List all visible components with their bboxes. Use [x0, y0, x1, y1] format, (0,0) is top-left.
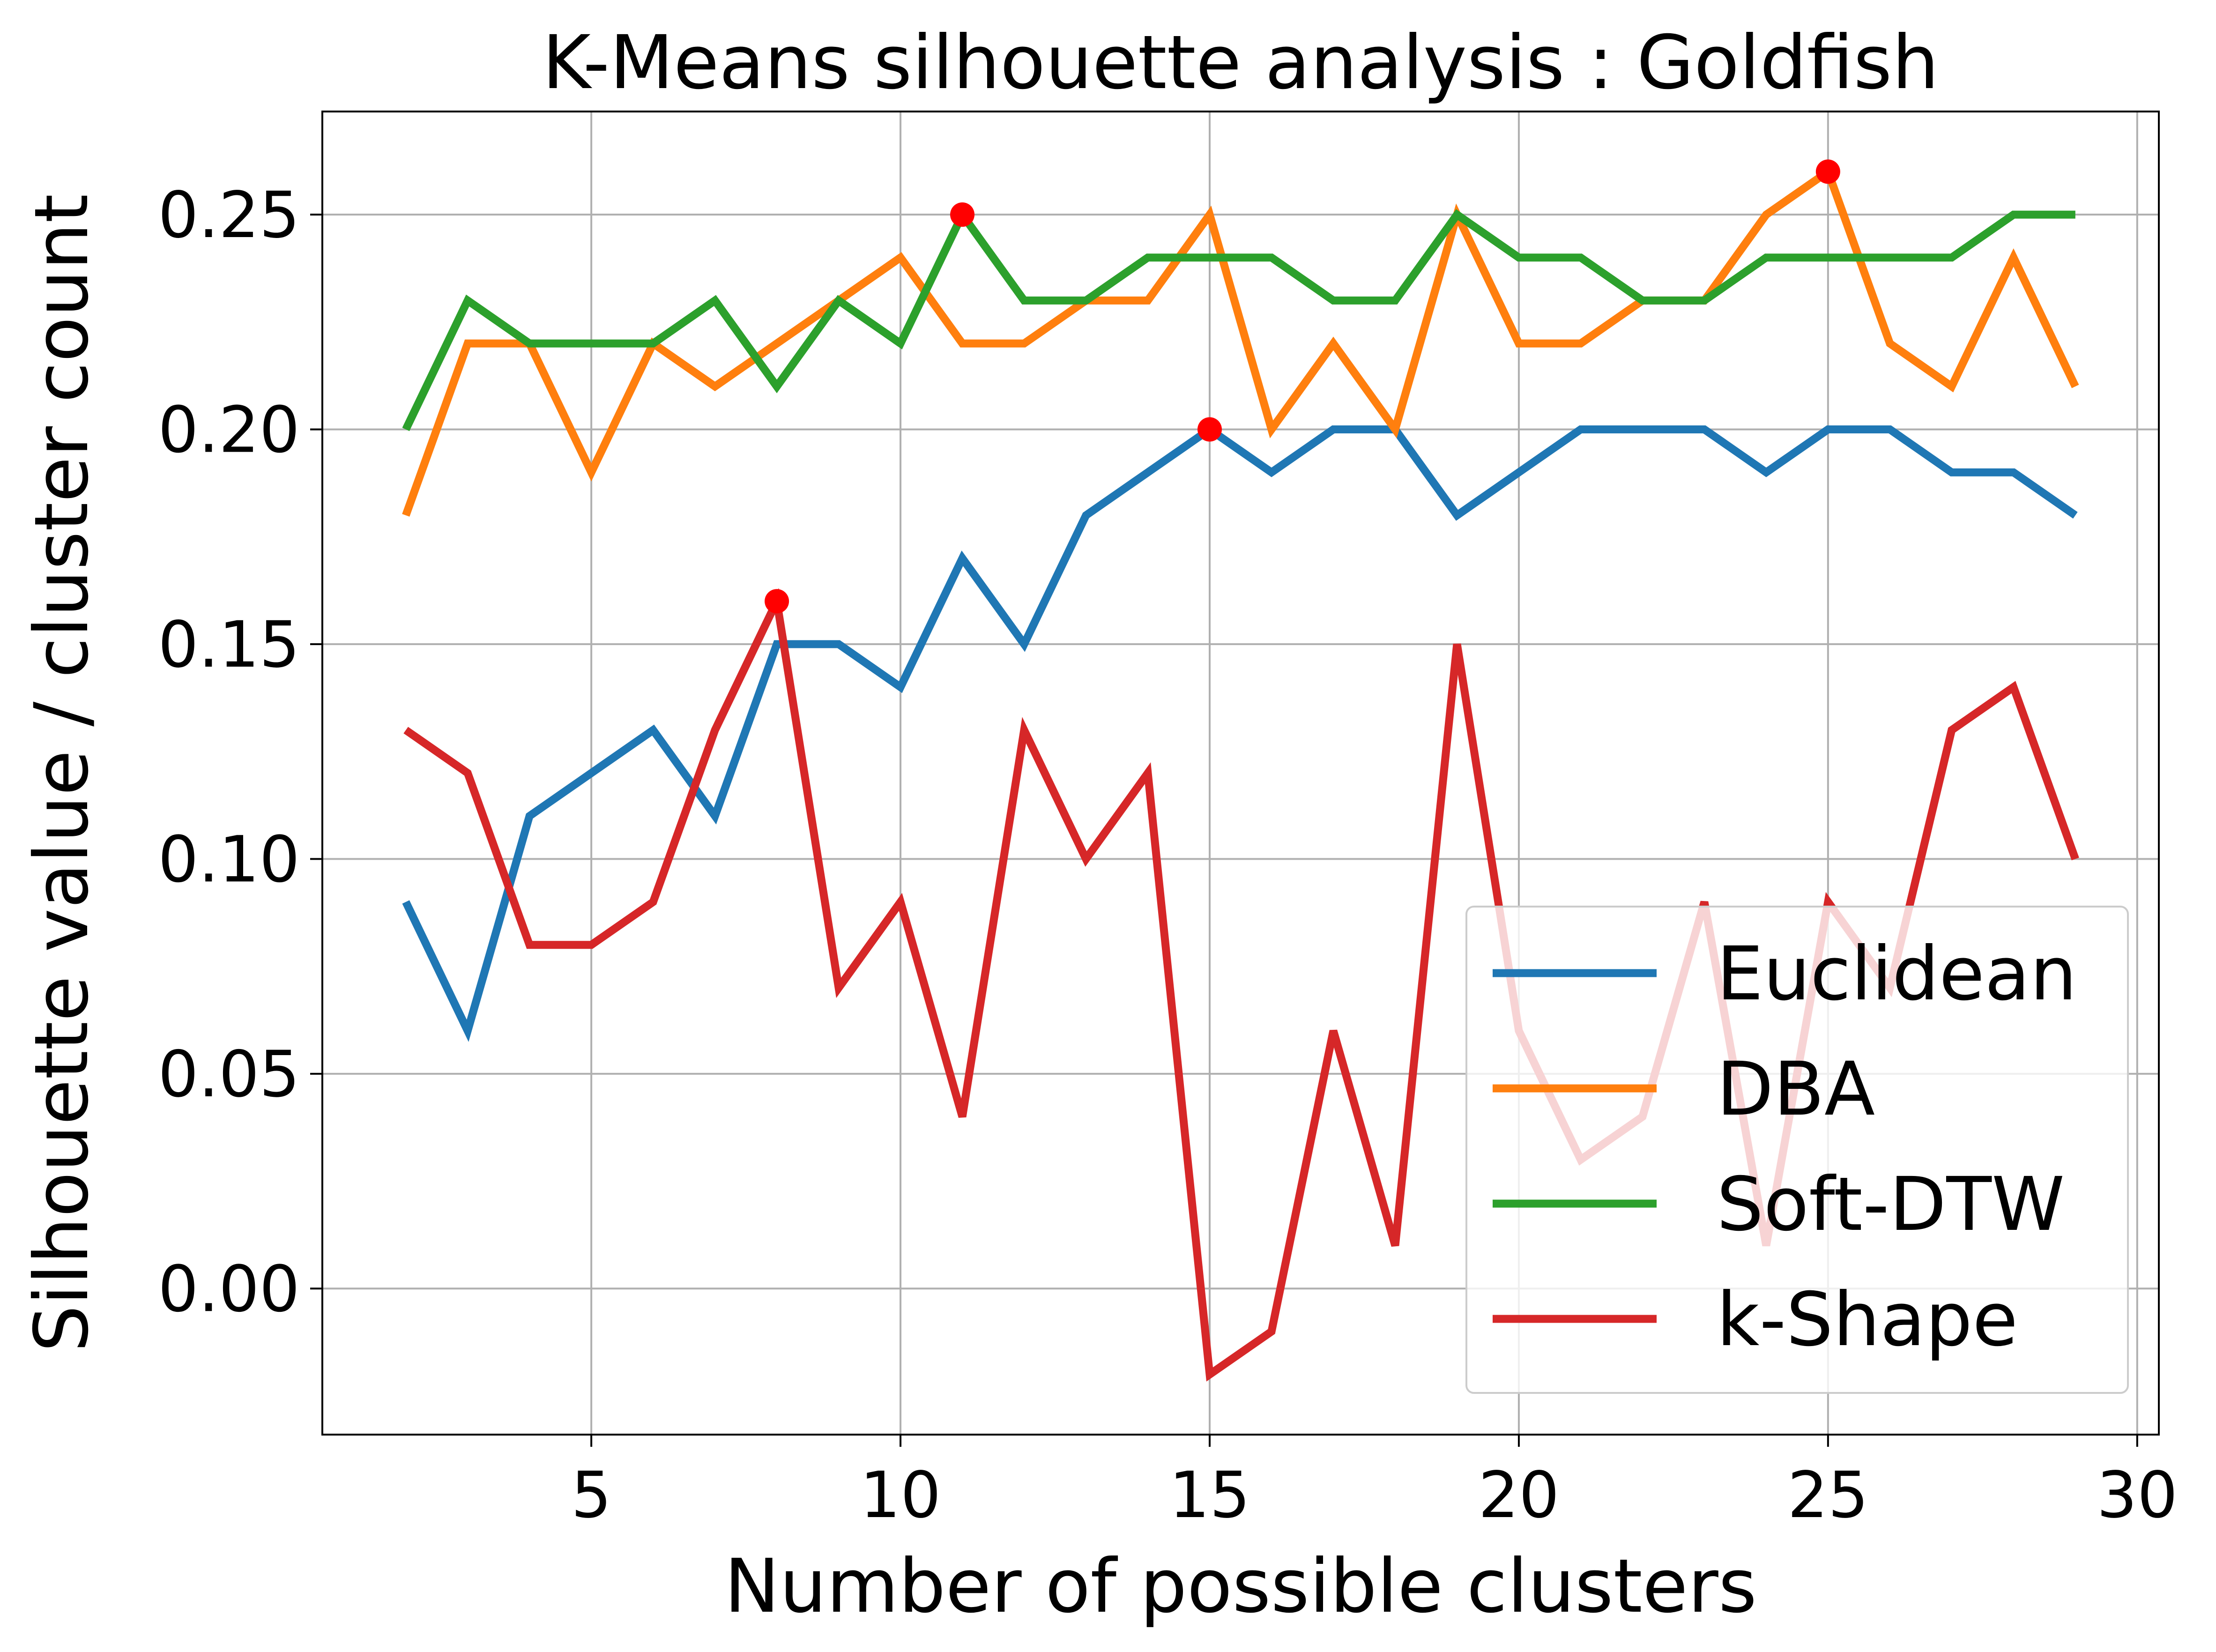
- max-marker-dba: [1815, 159, 1840, 184]
- y-tick-label: 0.15: [158, 608, 300, 682]
- x-tick-label: 30: [2097, 1459, 2178, 1533]
- max-marker-euclidean: [1197, 417, 1222, 442]
- x-tick-label: 20: [1478, 1459, 1559, 1533]
- y-tick-label: 0.10: [158, 823, 300, 897]
- max-marker-soft-dtw: [950, 202, 975, 227]
- max-marker-k-shape: [765, 589, 789, 614]
- legend-label-euclidean: Euclidean: [1717, 931, 2077, 1017]
- plot-frame: [321, 111, 2160, 1436]
- series-line-dba: [402, 165, 2079, 517]
- legend-label-dba: DBA: [1717, 1046, 1875, 1132]
- y-tick-label: 0.20: [158, 393, 300, 467]
- legend-box: [1465, 906, 2129, 1394]
- y-tick-label: 0.25: [158, 179, 300, 253]
- y-tick-label: 0.05: [158, 1038, 300, 1112]
- x-tick-label: 5: [571, 1459, 612, 1533]
- series-line-euclidean: [402, 424, 2078, 1042]
- y-axis-label: Silhouette value / cluster count: [19, 194, 105, 1352]
- series-line-soft-dtw: [402, 207, 2075, 432]
- x-tick-label: 10: [860, 1459, 941, 1533]
- y-tick-label: 0.00: [158, 1252, 300, 1326]
- max-markers: [765, 159, 1840, 614]
- chart-title: K-Means silhouette analysis : Goldfish: [542, 20, 1939, 106]
- legend-label-k-shape: k-Shape: [1717, 1277, 2018, 1363]
- x-tick-label: 25: [1787, 1459, 1868, 1533]
- legend: Euclidean DBA Soft-DTW k-Shape: [1465, 906, 2129, 1394]
- x-axis-label: Number of possible clusters: [724, 1543, 1757, 1630]
- legend-label-soft-dtw: Soft-DTW: [1717, 1161, 2065, 1248]
- x-tick-label: 15: [1169, 1459, 1250, 1533]
- axis-ticks: 5 10 15 20 25 30 0.00 0.05 0.10 0.15 0.20 0.25: [158, 179, 2178, 1533]
